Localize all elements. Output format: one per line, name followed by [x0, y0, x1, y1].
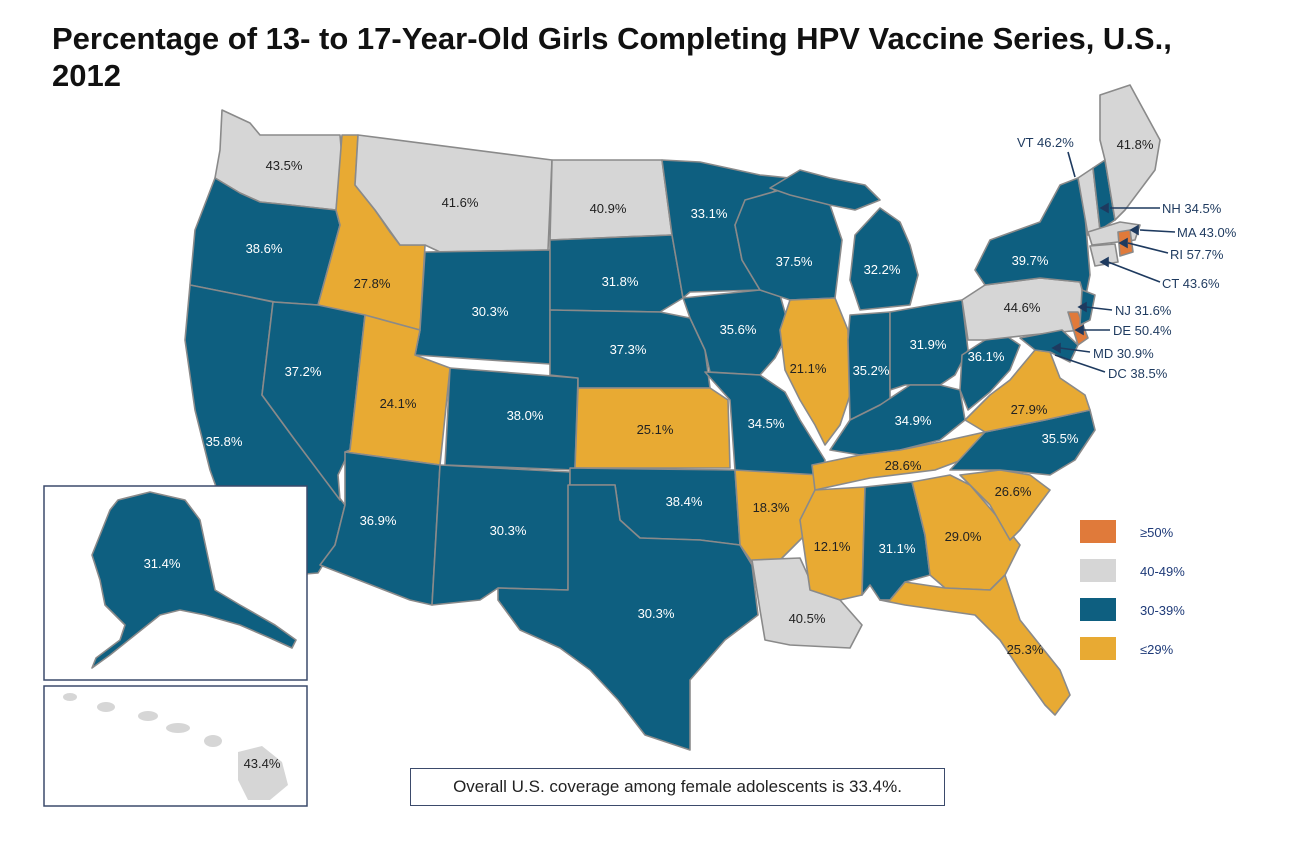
label-nc: 35.5% [1042, 431, 1079, 446]
label-sc: 26.6% [995, 484, 1032, 499]
callout-ma: MA 43.0% [1177, 225, 1237, 240]
state-mi[interactable] [849, 207, 919, 311]
legend-swatch-40-49 [1080, 559, 1116, 582]
state-sd[interactable] [549, 234, 684, 313]
legend-label-le29: ≤29% [1140, 642, 1174, 657]
state-ks[interactable] [574, 387, 731, 469]
legend-label-30-39: 30-39% [1140, 603, 1185, 618]
state-ak[interactable] [91, 491, 297, 669]
map-title: Percentage of 13- to 17-Year-Old Girls C… [52, 21, 1172, 93]
label-co: 38.0% [507, 408, 544, 423]
label-fl: 25.3% [1007, 642, 1044, 657]
legend-swatch-ge50 [1080, 520, 1116, 543]
label-or: 38.6% [246, 241, 283, 256]
state-ut[interactable] [344, 314, 451, 466]
state-me[interactable] [1099, 84, 1161, 221]
callout-nj: NJ 31.6% [1115, 303, 1172, 318]
label-nd: 40.9% [590, 201, 627, 216]
label-ar: 18.3% [753, 500, 790, 515]
overall-coverage-note: Overall U.S. coverage among female adole… [410, 768, 945, 806]
label-hi: 43.4% [244, 756, 281, 771]
label-mn: 33.1% [691, 206, 728, 221]
label-wv: 36.1% [968, 349, 1005, 364]
label-ks: 25.1% [637, 422, 674, 437]
state-md[interactable] [1019, 329, 1079, 363]
label-ny: 39.7% [1012, 253, 1049, 268]
label-mo: 34.5% [748, 416, 785, 431]
label-ms: 12.1% [814, 539, 851, 554]
callout-dc: DC 38.5% [1108, 366, 1168, 381]
northeast-callouts [1051, 151, 1176, 373]
callout-md: MD 30.9% [1093, 346, 1154, 361]
label-ia: 35.6% [720, 322, 757, 337]
label-oh: 31.9% [910, 337, 947, 352]
callout-nh: NH 34.5% [1162, 201, 1222, 216]
label-al: 31.1% [879, 541, 916, 556]
callout-de: DE 50.4% [1113, 323, 1172, 338]
callout-ri: RI 57.7% [1170, 247, 1224, 262]
state-oh[interactable] [889, 299, 969, 391]
label-ca: 35.8% [206, 434, 243, 449]
label-id: 27.8% [354, 276, 391, 291]
label-ga: 29.0% [945, 529, 982, 544]
state-la[interactable] [751, 557, 863, 649]
label-sd: 31.8% [602, 274, 639, 289]
label-me: 41.8% [1117, 137, 1154, 152]
state-fl[interactable] [879, 574, 1071, 716]
legend-swatch-30-39 [1080, 598, 1116, 621]
label-ak: 31.4% [144, 556, 181, 571]
label-wy: 30.3% [472, 304, 509, 319]
label-pa: 44.6% [1004, 300, 1041, 315]
callout-vt: VT 46.2% [1017, 135, 1074, 150]
state-mi-upper[interactable] [769, 169, 881, 211]
label-in: 35.2% [853, 363, 890, 378]
label-mi: 32.2% [864, 262, 901, 277]
state-nd[interactable] [549, 159, 673, 241]
label-nm: 30.3% [490, 523, 527, 538]
label-va: 27.9% [1011, 402, 1048, 417]
legend-label-ge50: ≥50% [1140, 525, 1174, 540]
label-ne: 37.3% [610, 342, 647, 357]
hawaii-islands [63, 693, 288, 800]
state-va[interactable] [964, 349, 1091, 433]
state-tx[interactable] [497, 484, 759, 751]
label-tn: 28.6% [885, 458, 922, 473]
label-mt: 41.6% [442, 195, 479, 210]
label-nv: 37.2% [285, 364, 322, 379]
state-ct[interactable] [1089, 243, 1119, 267]
label-tx: 30.3% [638, 606, 675, 621]
map-legend: ≥50% 40-49% 30-39% ≤29% [1080, 520, 1185, 660]
legend-label-40-49: 40-49% [1140, 564, 1185, 579]
label-ky: 34.9% [895, 413, 932, 428]
state-ny[interactable] [974, 177, 1091, 301]
label-wa: 43.5% [266, 158, 303, 173]
label-ut: 24.1% [380, 396, 417, 411]
label-az: 36.9% [360, 513, 397, 528]
legend-swatch-le29 [1080, 637, 1116, 660]
label-wi: 37.5% [776, 254, 813, 269]
callout-ct: CT 43.6% [1162, 276, 1220, 291]
label-ok: 38.4% [666, 494, 703, 509]
state-il[interactable] [779, 297, 851, 446]
state-wy[interactable] [414, 249, 551, 365]
label-il: 21.1% [790, 361, 827, 376]
state-nv[interactable] [261, 301, 366, 501]
label-la: 40.5% [789, 611, 826, 626]
